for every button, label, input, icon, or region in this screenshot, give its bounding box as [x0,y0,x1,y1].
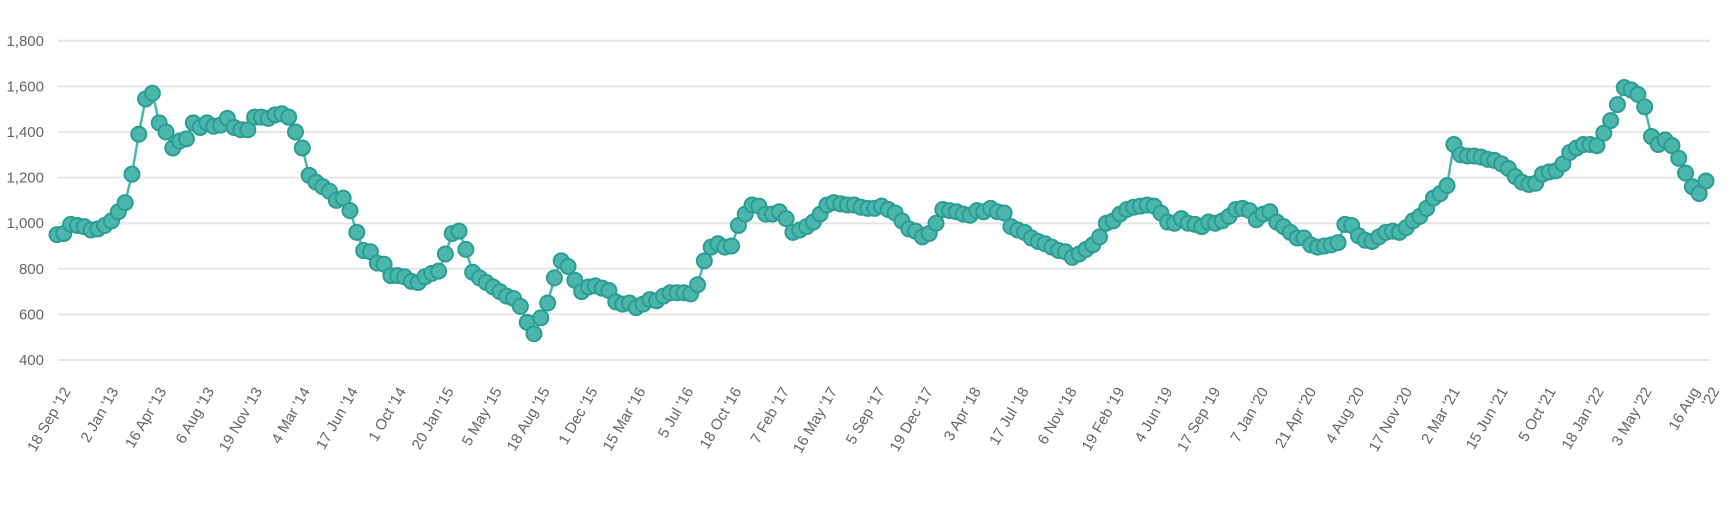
y-tick-label: 1,400 [6,124,44,141]
data-point[interactable] [286,123,304,141]
data-point[interactable] [545,269,563,287]
data-point[interactable] [689,276,707,294]
data-point[interactable] [511,297,529,315]
x-tick-label: 17 Jul '18 [986,385,1033,449]
data-point[interactable] [450,222,468,240]
data-point[interactable] [157,123,175,141]
data-point[interactable] [1697,172,1715,190]
data-point[interactable] [1091,228,1109,246]
x-tick-label: 19 Nov '13 [216,385,266,455]
x-tick-label: 3 Apr '18 [941,384,985,443]
x-tick-label: 16 Aug'22 [1665,376,1723,442]
x-tick-label: 17 Nov '20 [1366,385,1416,455]
y-tick-label: 1,000 [6,215,44,232]
x-tick-label: 1 Dec '15 [555,385,601,448]
y-tick-label: 1,200 [6,170,44,187]
data-point[interactable] [130,125,148,143]
data-point[interactable] [143,84,161,102]
x-tick-label: 19 Dec '17 [887,385,937,455]
x-tick-label: 3 May '22 [1609,385,1656,449]
x-tick-label: 5 Oct '21 [1515,385,1560,445]
data-point[interactable] [1677,164,1695,182]
y-tick-label: 600 [19,306,44,323]
x-tick-label: 20 Jan '15 [409,385,458,453]
data-point[interactable] [532,309,550,327]
x-tick-label: 5 Jul '16 [655,385,697,441]
data-point[interactable] [559,258,577,276]
x-tick-label: 18 Jan '22 [1559,385,1608,453]
x-tick-label: 15 Jun '21 [1463,385,1512,453]
x-tick-label: 15 Mar '16 [599,385,649,454]
x-tick-label: 21 Apr '20 [1272,385,1320,452]
data-point[interactable] [539,294,557,312]
data-point[interactable] [280,108,298,126]
x-tick-label: 6 Aug '13 [172,385,218,447]
x-tick-label: 16 Apr '13 [122,385,170,452]
x-tick-label: 2 Jan '13 [77,385,122,446]
y-tick-label: 1,800 [6,33,44,50]
data-point[interactable] [1608,96,1626,114]
data-point[interactable] [995,204,1013,222]
data-point[interactable] [430,262,448,280]
x-tick-label: 16 May '17 [790,385,841,457]
data-point[interactable] [525,325,543,343]
data-point[interactable] [177,130,195,148]
data-point[interactable] [123,165,141,183]
y-axis: 400 600 800 1,000 1,200 1,400 1,600 1,800 [6,33,44,369]
data-point[interactable] [695,252,713,270]
data-point[interactable] [116,194,134,212]
x-tick-label: 4 Jun '19 [1132,385,1177,446]
x-tick-label: 5 Sep '17 [843,385,889,448]
x-tick-label: 4 Aug '20 [1322,385,1368,447]
data-point[interactable] [1602,112,1620,130]
x-axis: 18 Sep '12 2 Jan '13 16 Apr '13 6 Aug '1319… [24,376,1723,457]
x-tick-label: 17 Sep '19 [1174,385,1224,455]
x-tick-label: 1 Oct '14 [365,385,410,445]
data-point[interactable] [457,240,475,258]
grid-lines [58,39,1710,361]
x-tick-label: 7 Feb '17 [747,385,793,447]
data-point[interactable] [293,139,311,157]
data-point[interactable] [436,245,454,263]
data-point[interactable] [777,210,795,228]
x-tick-label: 18 Sep '12 [24,385,74,455]
data-point[interactable] [1329,234,1347,252]
x-tick-label: 7 Jan '20 [1227,385,1272,446]
x-tick-label: 6 Nov '18 [1034,385,1080,448]
x-tick-label: 17 Jun '14 [313,385,362,453]
x-tick-label: 18 Aug '15 [504,385,554,455]
data-point[interactable] [927,214,945,232]
x-tick-label: 19 Feb '19 [1079,385,1129,454]
data-point[interactable] [348,223,366,241]
series-layer [48,79,1715,343]
y-tick-label: 400 [19,352,44,369]
data-point[interactable] [1438,177,1456,195]
x-tick-label: 5 May '15 [459,385,506,449]
data-point[interactable] [1636,98,1654,116]
y-tick-label: 800 [19,261,44,278]
x-tick-label: 18 Oct '16 [697,385,746,452]
x-tick-label: 4 Mar '14 [268,385,314,447]
data-point[interactable] [341,202,359,220]
data-point[interactable] [723,237,741,255]
y-tick-label: 1,600 [6,78,44,95]
data-point[interactable] [1670,149,1688,167]
x-tick-label: 2 Mar '21 [1418,385,1464,447]
